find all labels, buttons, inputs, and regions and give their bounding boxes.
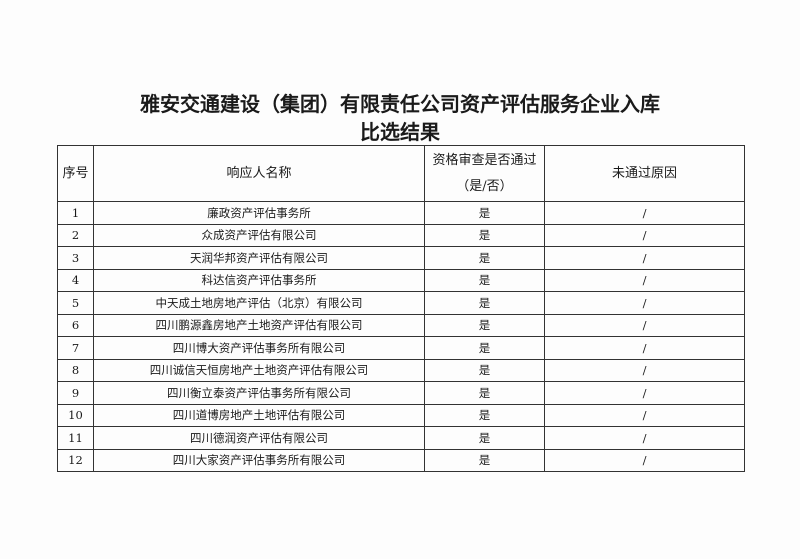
header-passed-line1: 资格审查是否通过 <box>432 152 537 168</box>
cell-passed: 是 <box>424 246 545 270</box>
cell-reason: / <box>544 403 745 427</box>
table-row: 1 廉政资产评估事务所是 / <box>57 201 745 225</box>
table-row: 12 四川大家资产评估事务所有限公司是 / <box>57 448 745 472</box>
document-subtitle: 比选结果 <box>360 120 440 144</box>
cell-no: 3 <box>57 246 94 270</box>
cell-reason: / <box>544 426 745 450</box>
cell-no: 8 <box>57 358 94 382</box>
table-row: 8 四川诚信天恒房地产土地资产评估有限公司是 / <box>57 358 745 382</box>
cell-name: 天润华邦资产评估有限公司 <box>93 246 425 270</box>
cell-no: 1 <box>57 201 94 225</box>
cell-reason: / <box>544 291 745 315</box>
cell-reason: / <box>544 246 745 270</box>
results-table: 序号 响应人名称 资格审查是否通过 （是/否） 未通过原因 1 廉政资产评估事务所是… <box>57 145 745 472</box>
cell-reason: / <box>544 201 745 225</box>
cell-passed: 是 <box>424 223 545 247</box>
cell-no: 10 <box>57 403 94 427</box>
cell-no: 2 <box>57 223 94 247</box>
table-row: 3 天润华邦资产评估有限公司是 / <box>57 246 745 270</box>
cell-passed: 是 <box>424 268 545 292</box>
cell-passed: 是 <box>424 313 545 337</box>
table-row: 10 四川道博房地产土地评估有限公司是 / <box>57 403 745 427</box>
cell-name: 廉政资产评估事务所 <box>93 201 425 225</box>
header-row: 序号 响应人名称 资格审查是否通过 （是/否） 未通过原因 <box>57 145 745 202</box>
table-row: 4 科达信资产评估事务所是 / <box>57 268 745 292</box>
cell-no: 4 <box>57 268 94 292</box>
cell-passed: 是 <box>424 291 545 315</box>
header-passed: 资格审查是否通过 （是/否） <box>424 145 545 202</box>
cell-no: 7 <box>57 336 94 360</box>
cell-reason: / <box>544 381 745 405</box>
table-row: 9 四川衡立泰资产评估事务所有限公司是 / <box>57 381 745 405</box>
table-row: 2 众成资产评估有限公司是 / <box>57 223 745 247</box>
cell-no: 11 <box>57 426 94 450</box>
table-row: 11 四川德润资产评估有限公司是 / <box>57 426 745 450</box>
cell-passed: 是 <box>424 403 545 427</box>
cell-name: 科达信资产评估事务所 <box>93 268 425 292</box>
cell-passed: 是 <box>424 381 545 405</box>
header-name: 响应人名称 <box>93 145 425 202</box>
cell-name: 四川诚信天恒房地产土地资产评估有限公司 <box>93 358 425 382</box>
cell-name: 四川衡立泰资产评估事务所有限公司 <box>93 381 425 405</box>
header-no: 序号 <box>57 145 94 202</box>
cell-name: 四川博大资产评估事务所有限公司 <box>93 336 425 360</box>
cell-passed: 是 <box>424 201 545 225</box>
cell-reason: / <box>544 336 745 360</box>
header-reason: 未通过原因 <box>544 145 745 202</box>
cell-name: 中天成土地房地产评估（北京）有限公司 <box>93 291 425 315</box>
header-passed-line2: （是/否） <box>456 178 513 194</box>
cell-name: 四川道博房地产土地评估有限公司 <box>93 403 425 427</box>
cell-passed: 是 <box>424 426 545 450</box>
cell-passed: 是 <box>424 358 545 382</box>
cell-no: 12 <box>57 448 94 472</box>
cell-no: 9 <box>57 381 94 405</box>
table-row: 5 中天成土地房地产评估（北京）有限公司是 / <box>57 291 745 315</box>
cell-name: 众成资产评估有限公司 <box>93 223 425 247</box>
cell-name: 四川鹏源鑫房地产土地资产评估有限公司 <box>93 313 425 337</box>
cell-passed: 是 <box>424 336 545 360</box>
cell-reason: / <box>544 313 745 337</box>
cell-no: 6 <box>57 313 94 337</box>
document-title: 雅安交通建设（集团）有限责任公司资产评估服务企业入库 <box>140 92 660 116</box>
cell-name: 四川德润资产评估有限公司 <box>93 426 425 450</box>
cell-reason: / <box>544 448 745 472</box>
cell-reason: / <box>544 223 745 247</box>
cell-name: 四川大家资产评估事务所有限公司 <box>93 448 425 472</box>
table-row: 6 四川鹏源鑫房地产土地资产评估有限公司是 / <box>57 313 745 337</box>
cell-no: 5 <box>57 291 94 315</box>
table-row: 7 四川博大资产评估事务所有限公司是 / <box>57 336 745 360</box>
cell-passed: 是 <box>424 448 545 472</box>
cell-reason: / <box>544 358 745 382</box>
cell-reason: / <box>544 268 745 292</box>
